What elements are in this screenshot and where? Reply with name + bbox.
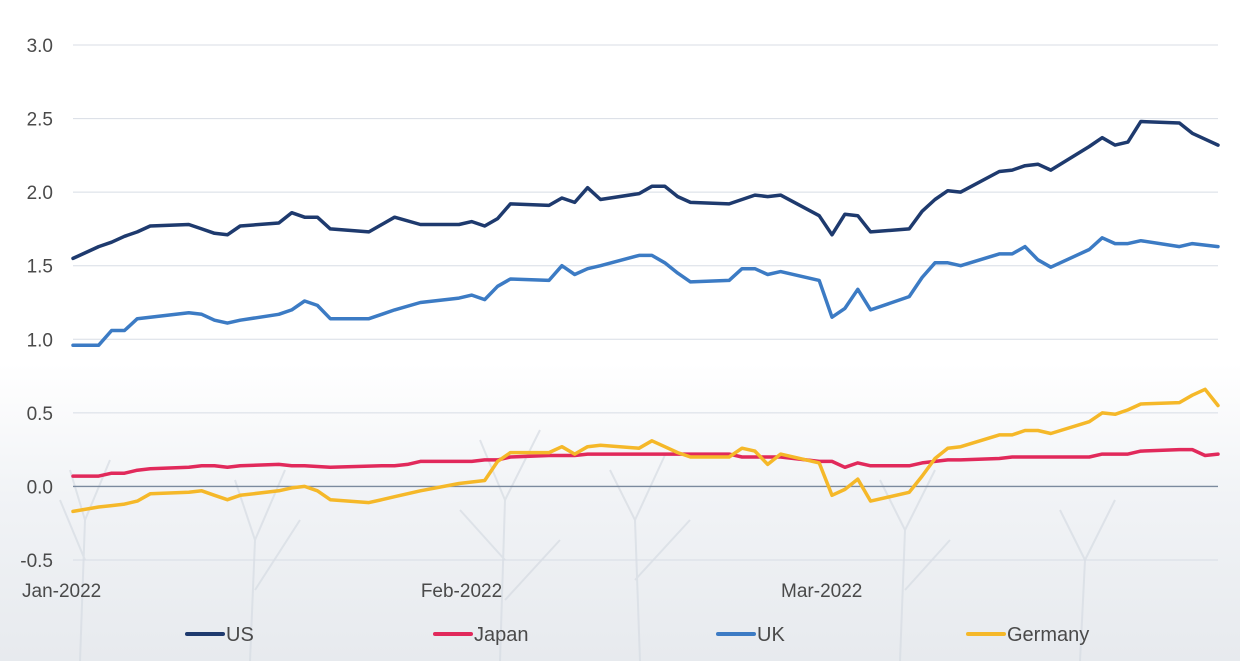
- series-line-us: [71, 119, 1220, 261]
- legend: US Japan UK Germany: [185, 624, 1089, 646]
- y-tick-label: 3.0: [27, 36, 53, 57]
- grid-lines: [73, 44, 1218, 561]
- y-tick-label: 1.5: [27, 257, 53, 278]
- x-tick-label: Mar-2022: [781, 581, 862, 602]
- legend-label-us: US: [226, 624, 254, 646]
- series-lines: [71, 119, 1220, 514]
- series-line-germany: [71, 387, 1220, 514]
- x-tick-label: Feb-2022: [421, 581, 502, 602]
- legend-label-japan: Japan: [474, 624, 529, 646]
- series-line-japan: [71, 447, 1220, 478]
- x-tick-label: Jan-2022: [22, 581, 101, 602]
- y-axis-tick-labels: 3.0 2.5 2.0 1.5 1.0 0.5 0.0 -0.5: [20, 36, 53, 572]
- legend-label-germany: Germany: [1007, 624, 1089, 646]
- y-tick-label: 2.5: [27, 110, 53, 131]
- series-line-uk: [71, 236, 1220, 347]
- y-tick-label: 0.0: [27, 477, 53, 498]
- legend-label-uk: UK: [757, 624, 785, 646]
- y-tick-label: 0.5: [27, 404, 53, 425]
- y-tick-label: 2.0: [27, 183, 53, 204]
- y-tick-label: -0.5: [20, 551, 53, 572]
- x-axis-tick-labels: Jan-2022 Feb-2022 Mar-2022: [22, 581, 862, 602]
- y-tick-label: 1.0: [27, 330, 53, 351]
